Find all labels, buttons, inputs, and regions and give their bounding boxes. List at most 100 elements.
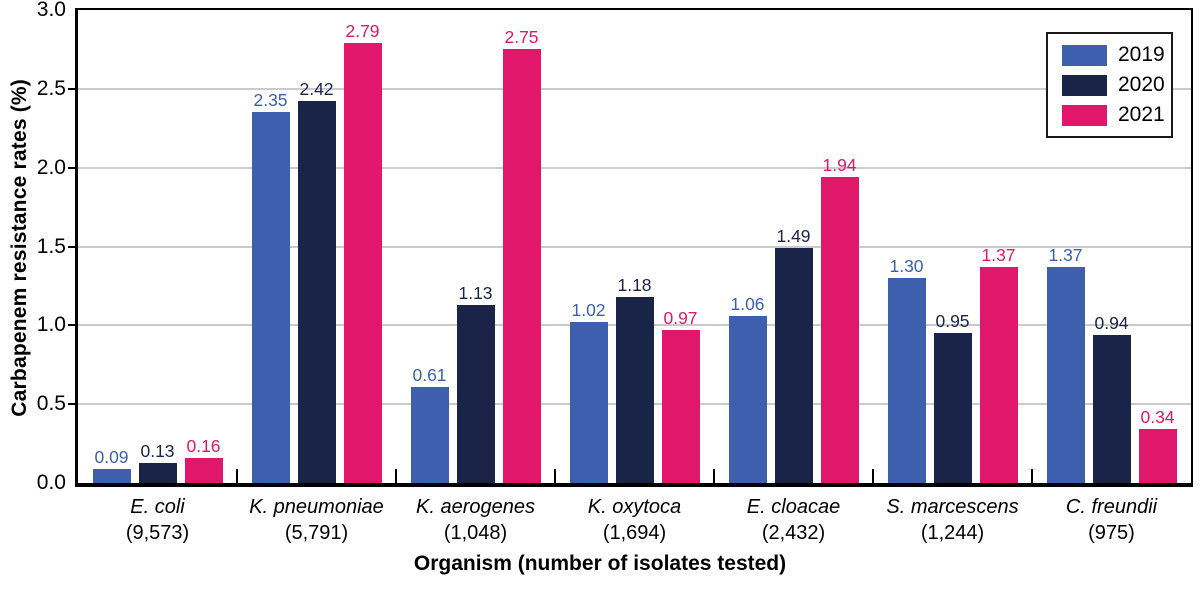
bar-group-s--marcescens: 1.30 0.95 1.37 [873,10,1032,483]
y-tick-mark [68,324,75,327]
bar-group-k--aerogenes: 0.61 1.13 2.75 [396,10,555,483]
gridline [78,245,1191,248]
x-axis-tick [554,469,556,483]
x-axis-tick [713,469,715,483]
bar-group-k--oxytoca: 1.02 1.18 0.97 [555,10,714,483]
y-tick-label: 1.5 [36,234,66,258]
bar-value-label: 0.95 [935,311,970,332]
bar-value-label: 1.06 [730,293,765,314]
y-tick-label: 3.0 [36,0,66,21]
x-axis-title: Organism (number of isolates tested) [413,552,787,575]
bar-value-label: 1.37 [981,245,1016,265]
gridline [78,166,1191,169]
bar-group-k--pneumoniae: 2.35 2.42 2.79 [237,10,396,483]
plot-area: 0.09 0.13 0.16 2.35 2.42 2.79 0.61 1.13 2.75 1.02… [75,8,1193,487]
bar-value-label: 0.16 [186,435,221,456]
y-tick-mark [68,87,75,90]
bar-2020: 1.49 [774,227,813,483]
y-tick-label: 0.0 [36,471,66,494]
bar-2019: 1.37 [1046,246,1085,483]
bar-2021: 0.97 [661,309,700,483]
x-category-count: (5,791) [284,522,349,544]
bar-value-label: 0.09 [94,446,129,467]
x-category-name: E. coli [130,496,185,518]
legend-item-2021: 2021 [1062,104,1165,126]
bar-2019: 2.35 [251,91,290,483]
x-category-label: K. oxytoca (1,694) [555,494,714,546]
bar-2021: 1.94 [820,156,859,483]
bar-value-label: 1.02 [571,300,606,321]
x-category-label: S. marcescens (1,244) [873,494,1032,546]
bar-group-e--cloacae: 1.06 1.49 1.94 [714,10,873,483]
x-category-label: E. coli (9,573) [78,494,237,546]
x-category-name: C. freundii [1065,496,1158,518]
bar-2021: 2.79 [343,22,382,483]
x-category-name: S. marcescens [886,496,1019,518]
bar-value-label: 1.30 [889,256,924,277]
legend-swatch-2019 [1062,44,1107,66]
x-category-label: K. aerogenes (1,048) [396,494,555,546]
x-category-count: (1,694) [602,522,667,544]
bar-2019: 1.02 [569,301,608,483]
bar-value-label: 2.42 [299,79,334,100]
bar-2021: 2.75 [502,28,541,483]
y-tick-label: 2.5 [36,76,66,100]
bar-2020: 0.95 [933,312,972,483]
y-tick-label: 2.0 [36,155,66,179]
bar-2019: 0.61 [410,366,449,483]
bar-2020: 2.42 [297,80,336,483]
x-category-count: (9,573) [125,522,190,544]
x-axis-tick [395,469,397,483]
bar-2021: 1.37 [979,246,1018,483]
legend-swatch-2021 [1062,104,1107,126]
legend-label: 2019 [1118,43,1165,66]
x-category-label: C. freundii (975) [1032,494,1191,546]
bar-value-label: 0.94 [1094,312,1129,333]
bar-2021: 0.16 [184,437,223,483]
bar-value-label: 0.13 [140,440,175,461]
gridline [78,87,1191,90]
bar-value-label: 2.35 [253,90,288,111]
bar-value-label: 2.75 [504,27,539,48]
x-category-name: K. oxytoca [587,496,682,518]
y-tick-mark [68,166,75,169]
x-category-label: E. cloacae (2,432) [714,494,873,546]
bar-2020: 1.13 [456,284,495,483]
y-tick-mark [68,403,75,406]
bar-2020: 0.94 [1092,314,1131,483]
y-tick-label: 1.0 [36,313,66,337]
bar-2020: 1.18 [615,276,654,483]
bar-group-c--freundii: 1.37 0.94 0.34 [1032,10,1191,483]
bar-2021: 0.34 [1138,408,1177,483]
bar-group-e--coli: 0.09 0.13 0.16 [78,10,237,483]
legend-label: 2021 [1118,103,1165,126]
x-category-count: (1,244) [920,522,985,544]
x-category-name: K. pneumoniae [249,496,384,518]
x-axis-tick [872,469,874,483]
y-tick-label: 0.5 [36,392,66,416]
legend-swatch-2020 [1062,74,1107,96]
legend-item-2019: 2019 [1062,44,1165,66]
x-category-name: K. aerogenes [416,496,535,518]
plot-inner: 0.09 0.13 0.16 2.35 2.42 2.79 0.61 1.13 2.75 1.02… [78,10,1191,483]
x-category-name: E. cloacae [746,496,841,518]
bar-value-label: 1.94 [822,155,857,176]
bar-value-label: 1.37 [1048,245,1083,265]
bar-2019: 1.06 [728,295,767,483]
bar-value-label: 1.18 [617,274,652,295]
legend-label: 2020 [1118,73,1165,96]
x-axis-tick [236,469,238,483]
x-category-count: (1,048) [443,522,508,544]
x-category-count: (2,432) [761,522,826,544]
legend: 2019 2020 2021 [1046,32,1173,138]
bar-2019: 1.30 [887,257,926,483]
legend-item-2020: 2020 [1062,74,1165,96]
bar-value-label: 0.97 [663,308,698,329]
bar-value-label: 0.34 [1140,407,1175,428]
bar-2020: 0.13 [138,442,177,483]
bar-2019: 0.09 [92,448,131,483]
x-category-count: (975) [1088,522,1135,544]
bar-value-label: 2.79 [345,21,380,42]
bar-value-label: 1.13 [458,282,493,303]
